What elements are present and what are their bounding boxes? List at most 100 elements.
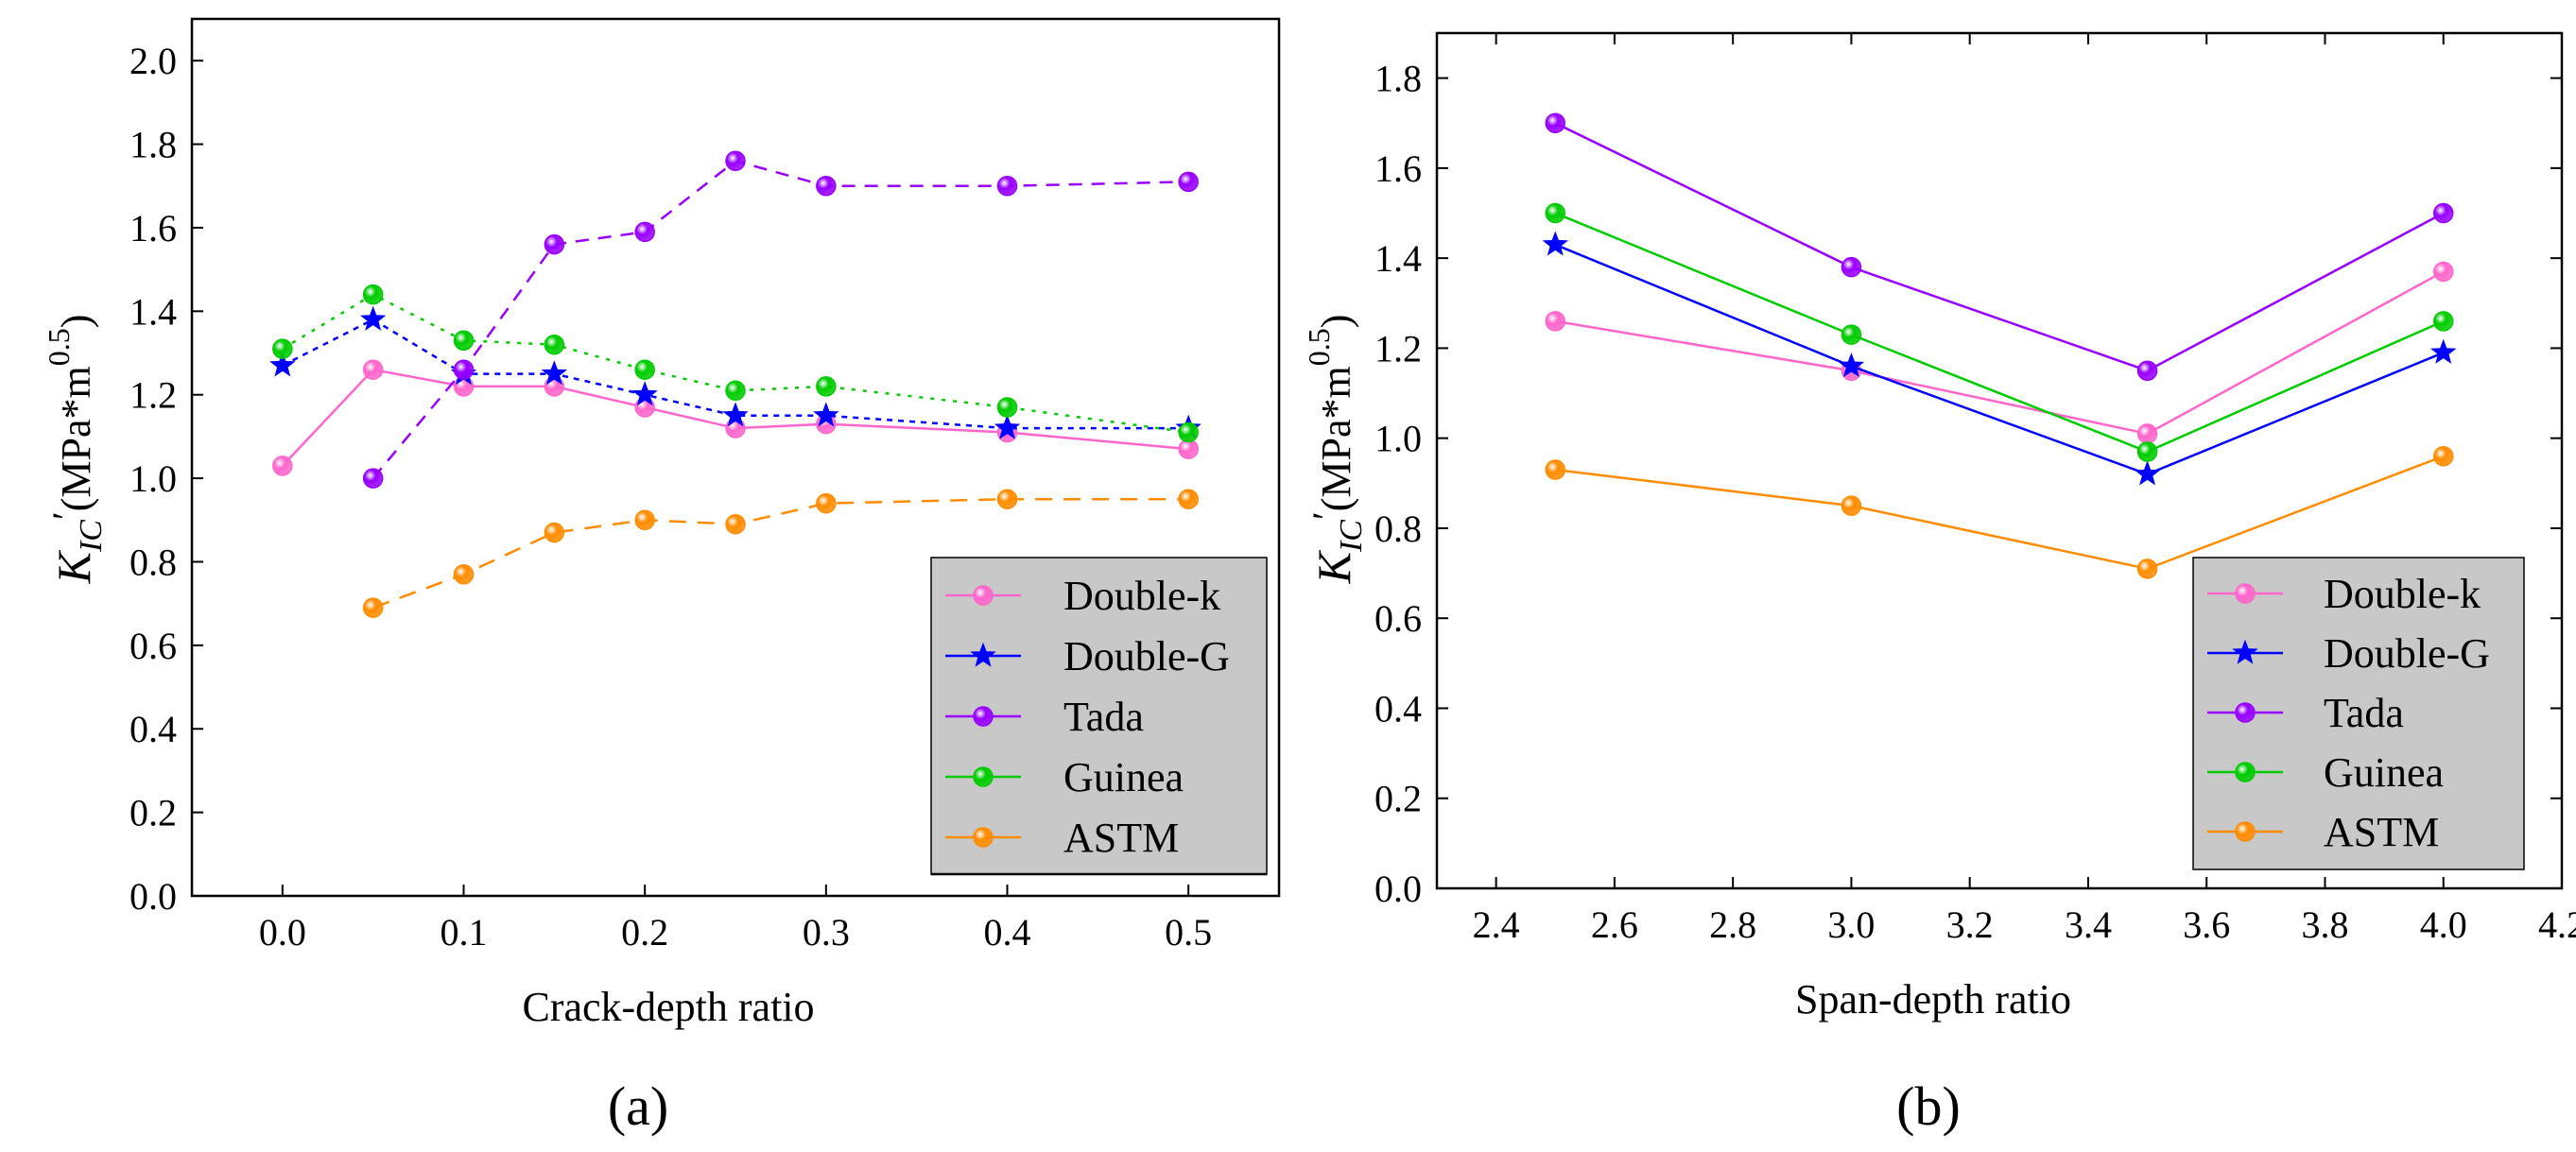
y-axis-sup: 0.5 <box>1302 328 1336 366</box>
data-point <box>634 397 655 418</box>
y-axis-base: K <box>1307 549 1360 584</box>
data-point <box>725 513 746 535</box>
x-tick-label: 3.4 <box>2065 903 2112 946</box>
legend-item-double-k: Double-k <box>2207 571 2481 617</box>
data-point <box>2136 441 2158 462</box>
y-axis-prime: ′ <box>44 511 87 520</box>
data-point <box>1545 459 1566 480</box>
data-point <box>816 376 837 397</box>
x-tick-label: 0.2 <box>621 911 668 954</box>
data-point <box>2136 559 2158 579</box>
data-point <box>362 597 384 618</box>
data-point <box>1841 495 1862 516</box>
x-tick-label: 3.2 <box>1946 903 1994 946</box>
legend-item-guinea: Guinea <box>945 754 1184 800</box>
data-point <box>544 334 565 355</box>
legend-swatch-marker <box>973 706 994 727</box>
data-point <box>453 359 475 380</box>
y-tick-label: 1.2 <box>130 374 177 417</box>
x-axis-title: Span-depth ratio <box>1795 976 2071 1023</box>
y-axis-sub: IC <box>1334 520 1369 553</box>
y-tick-label: 0.2 <box>130 792 177 834</box>
data-point <box>996 397 1018 418</box>
data-point <box>362 468 384 489</box>
legend-item-double-k: Double-k <box>945 573 1220 619</box>
x-tick-label: 2.4 <box>1473 903 1520 946</box>
data-point <box>544 522 565 543</box>
y-tick-label: 0.2 <box>1374 778 1422 820</box>
y-axis-prime: ′ <box>1305 511 1347 520</box>
legend-item-double-g: Double-G <box>945 633 1230 679</box>
panel-label-b: (b) <box>1896 1075 1961 1137</box>
legend-label: Double-G <box>1063 633 1230 679</box>
y-tick-label: 0.4 <box>130 708 177 750</box>
legend-label: ASTM <box>1063 815 1179 861</box>
legend-swatch-marker <box>2235 702 2256 723</box>
data-point <box>1178 489 1199 509</box>
series-line <box>1555 455 2445 571</box>
y-axis-title: KIC′(MPa*m0.5) <box>42 315 109 585</box>
series-line <box>372 159 1189 479</box>
legend-swatch-marker <box>973 827 994 848</box>
x-tick-label: 3.0 <box>1827 903 1875 946</box>
y-tick-label: 1.6 <box>1374 147 1422 190</box>
chart-panel-b: 0.0 0.2 0.4 0.6 0.8 1.0 1.2 1.4 1.6 1.8 2.4 2.6 2.8 3… <box>1302 31 2576 1023</box>
data-point <box>2432 445 2454 467</box>
x-tick-label: 0.1 <box>441 911 488 954</box>
series-guinea <box>272 284 1199 443</box>
series-tada <box>1545 112 2454 381</box>
data-point <box>1542 231 1568 256</box>
data-point <box>722 402 749 427</box>
legend-label: Tada <box>1063 694 1144 740</box>
series-line <box>1555 270 2445 436</box>
data-point <box>996 489 1018 509</box>
y-tick-label: 0.0 <box>1374 868 1422 910</box>
y-tick-label: 2.0 <box>130 40 177 82</box>
data-point <box>269 352 296 377</box>
x-tick-label: 2.8 <box>1709 903 1756 946</box>
series-astm <box>1545 445 2454 579</box>
x-tick-label: 4.2 <box>2538 903 2576 946</box>
chart-panel-a: 0.0 0.2 0.4 0.6 0.8 1.0 1.2 1.4 1.6 1.8 2.0 0.0 0.1 0… <box>42 17 1281 1030</box>
data-point <box>359 305 387 331</box>
data-point <box>453 330 475 352</box>
data-point <box>1178 171 1199 193</box>
legend-swatch-marker <box>2232 639 2258 664</box>
y-tick-label: 1.0 <box>1374 418 1422 460</box>
data-point <box>544 376 565 397</box>
legend: Double-k Double-G Tada Guinea ASTM <box>2192 557 2525 870</box>
data-point <box>2136 360 2158 381</box>
data-point <box>816 492 837 514</box>
data-point <box>2136 423 2158 444</box>
y-tick-label: 1.0 <box>130 457 177 500</box>
legend-label: Guinea <box>2324 749 2444 796</box>
data-point <box>272 338 293 359</box>
legend-swatch-marker <box>2235 762 2256 782</box>
y-tick-label: 0.8 <box>1374 507 1422 550</box>
y-tick-label: 0.0 <box>130 875 177 918</box>
series-guinea <box>1545 202 2454 462</box>
data-point <box>994 414 1021 439</box>
legend-label: ASTM <box>2324 809 2439 855</box>
data-point <box>1178 421 1199 443</box>
y-axis-unit: (MPa*m <box>1313 366 1359 511</box>
y-tick-label: 0.6 <box>1374 597 1422 640</box>
x-tick-label: 0.0 <box>259 911 306 954</box>
legend-label: Guinea <box>1063 754 1184 800</box>
data-point <box>1841 256 1862 278</box>
data-point <box>362 284 384 305</box>
y-tick-label: 1.8 <box>130 124 177 166</box>
data-point <box>1545 311 1566 332</box>
data-point <box>272 456 293 476</box>
x-axis-title: Crack-depth ratio <box>522 984 814 1030</box>
y-tick-label: 1.4 <box>130 290 177 333</box>
series-line <box>1554 243 2445 476</box>
y-tick-label: 1.4 <box>1374 237 1422 280</box>
y-axis-title: KIC′(MPa*m0.5) <box>1302 315 1369 585</box>
legend-item-astm: ASTM <box>945 815 1179 861</box>
series-line <box>1554 122 2445 372</box>
legend-swatch-marker <box>973 585 994 606</box>
x-tick-label: 3.8 <box>2301 903 2348 946</box>
x-tick-label: 4.0 <box>2420 903 2467 946</box>
